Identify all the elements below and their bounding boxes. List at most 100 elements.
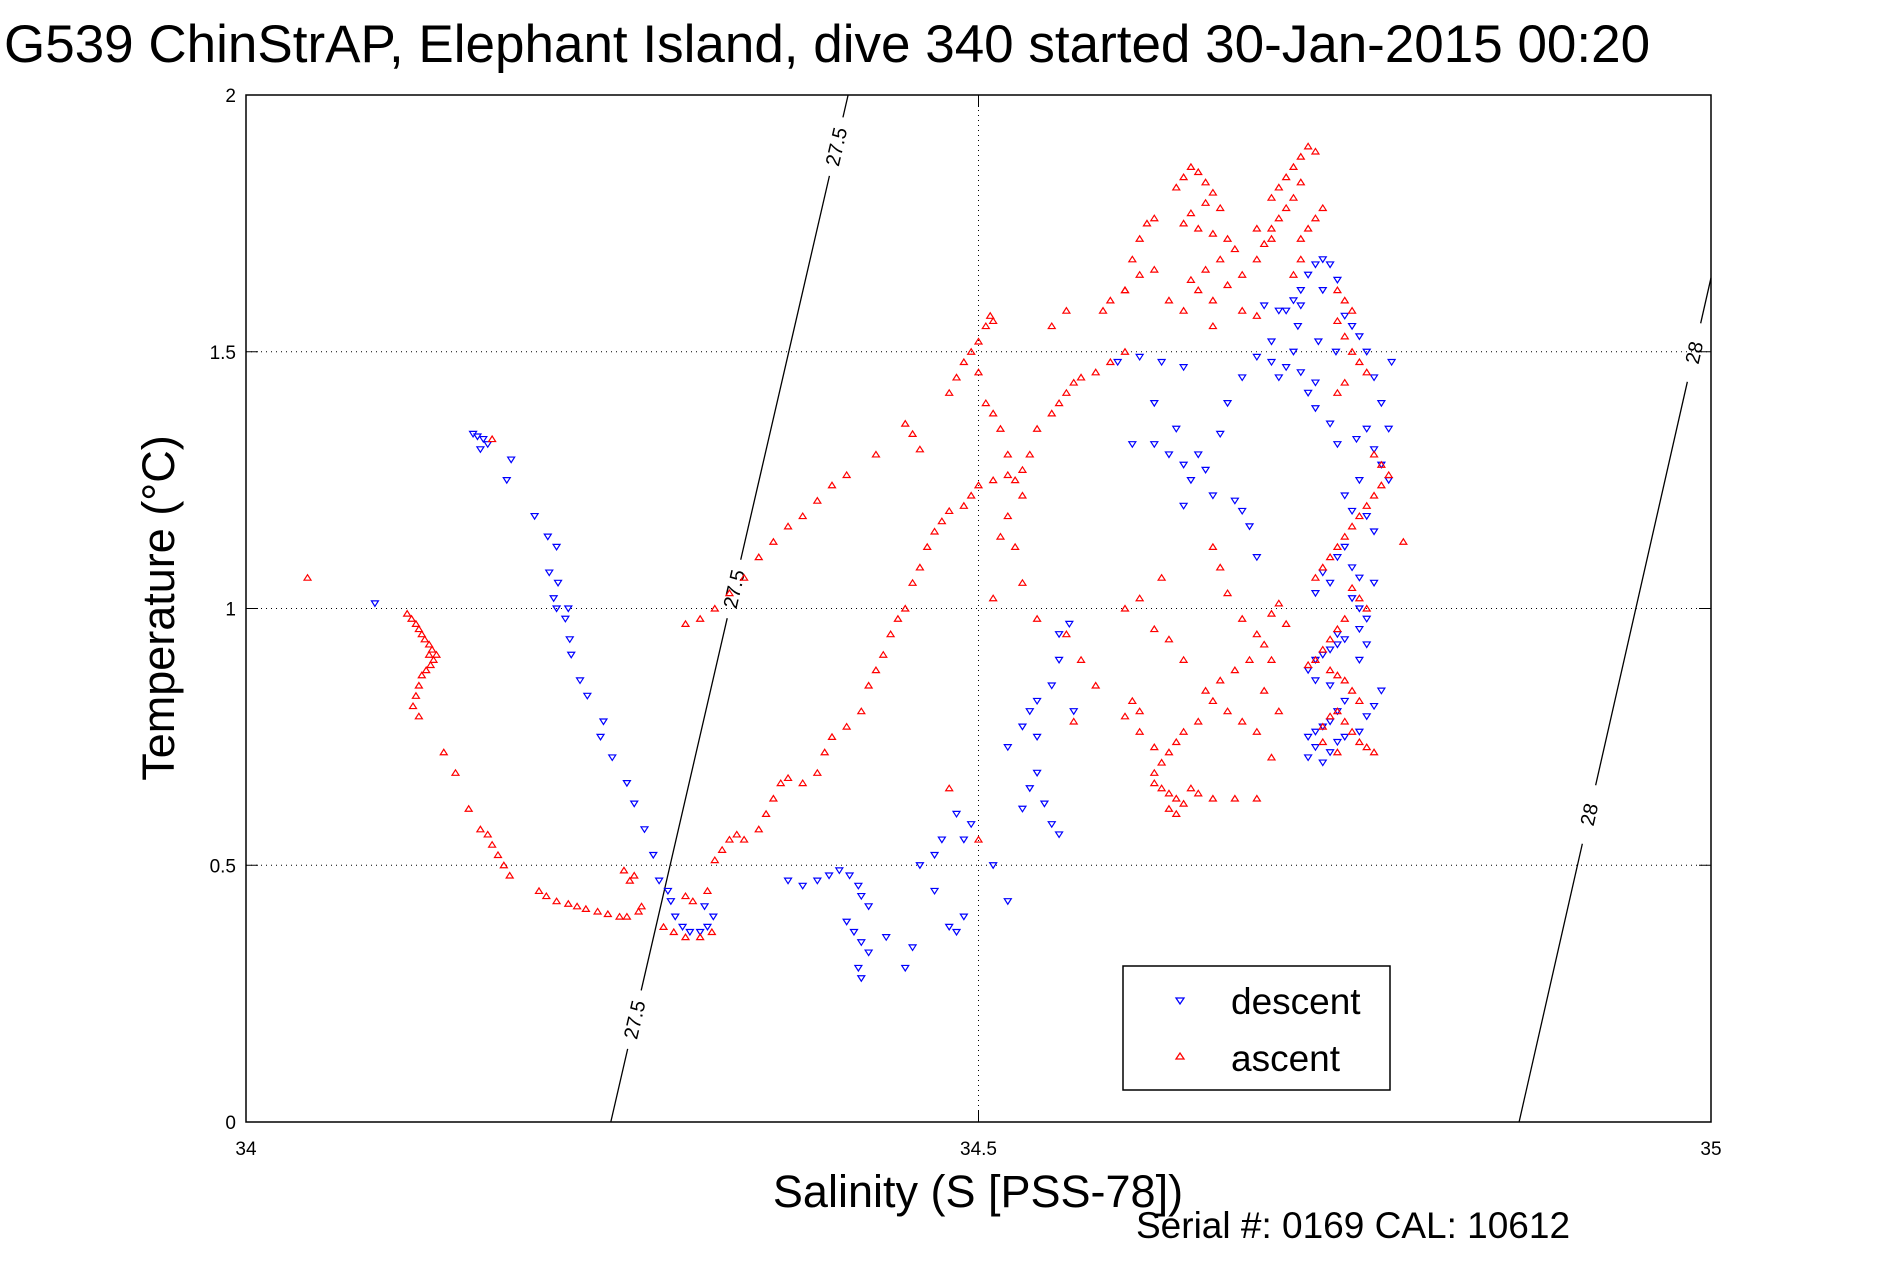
ascent-point (798, 511, 808, 520)
ascent-point (1362, 368, 1372, 376)
ascent-point (1105, 357, 1115, 366)
ascent-point (710, 604, 720, 612)
ascent-point (483, 830, 493, 838)
ascent-point (411, 691, 421, 699)
ascent-point (1171, 809, 1181, 817)
ascent-point (1076, 373, 1086, 381)
descent-point (622, 779, 632, 788)
ascent-point (475, 825, 485, 833)
descent-point (483, 441, 493, 449)
ascent-point (1274, 214, 1284, 222)
ascent-point (1061, 388, 1071, 396)
ascent-point (1017, 578, 1028, 586)
ascent-point (1193, 224, 1203, 232)
grid (246, 95, 1711, 1122)
ascent-point (1354, 357, 1364, 366)
ascent-point (1208, 794, 1218, 802)
descent-point (1332, 441, 1343, 449)
ascent-point (1032, 424, 1042, 432)
descent-point (530, 512, 540, 521)
ascent-point (414, 681, 424, 689)
descent-point (1384, 425, 1394, 433)
descent-point (1318, 569, 1328, 577)
ascent-point (1200, 265, 1211, 273)
ascent-point (1200, 178, 1211, 186)
descent-point (1259, 302, 1269, 310)
ascent-point (710, 855, 720, 864)
ascent-point (768, 537, 778, 545)
descent-point (1318, 651, 1328, 659)
ascent-point (761, 809, 771, 817)
ascent-point (1369, 491, 1379, 499)
descent-point (856, 892, 866, 901)
descent-point (478, 435, 488, 444)
ascent-point (1266, 753, 1277, 761)
descent-point (553, 579, 563, 587)
ascent-point (505, 871, 515, 879)
ascent-point (680, 933, 691, 941)
ascent-point (988, 316, 998, 325)
descent-point (1325, 579, 1335, 587)
ascent-point (414, 712, 424, 720)
ascent-point (572, 902, 582, 910)
ascent-point (695, 614, 705, 622)
ascent-point (1303, 224, 1313, 232)
isopycnal-line (610, 1048, 629, 1123)
descent-point (1252, 554, 1262, 562)
ascent-point (408, 701, 418, 710)
ascent-point (1193, 167, 1203, 176)
descent-point (1296, 302, 1306, 310)
ascent-point (1398, 537, 1408, 545)
descent-point (1340, 636, 1350, 644)
descent-point (1354, 333, 1364, 341)
descent-point (1340, 697, 1350, 706)
descent-point (677, 923, 688, 931)
ascent-point (1244, 655, 1255, 663)
descent-point (685, 928, 695, 937)
ascent-point (1252, 311, 1262, 319)
descent-point (663, 887, 673, 896)
ascent-point (425, 660, 436, 669)
ascent-point (402, 609, 412, 617)
descent-point (1149, 400, 1159, 408)
ascent-point (1047, 321, 1057, 330)
descent-point (1157, 358, 1167, 367)
ascent-point (427, 645, 437, 653)
descent-point (1325, 420, 1335, 428)
ascent-point (1157, 573, 1167, 581)
ascent-point (417, 671, 427, 679)
descent-point (1347, 564, 1357, 572)
descent-point (1369, 374, 1379, 382)
ascent-point (1332, 748, 1343, 756)
legend-ascent-label: ascent (1231, 1038, 1341, 1079)
ascent-point (732, 830, 742, 838)
ascent-point (1208, 542, 1218, 550)
ascent-point (1347, 727, 1357, 735)
descent-point (915, 862, 925, 870)
ascent-point (1296, 255, 1306, 263)
descent-point (1274, 374, 1284, 382)
ascent-point (1340, 676, 1350, 684)
descent-point (1362, 615, 1372, 623)
descent-point (595, 733, 606, 741)
ascent-point (724, 588, 735, 597)
descent-point (1340, 312, 1350, 320)
ascent-point (1186, 275, 1196, 283)
ascent-point (973, 481, 984, 489)
descent-point (1208, 492, 1218, 500)
descent-point (1032, 697, 1042, 706)
ascent-point (739, 835, 749, 843)
ascent-point (1252, 794, 1262, 802)
descent-point (1332, 738, 1343, 747)
ascent-point (754, 553, 764, 561)
ascent-point (1274, 707, 1284, 715)
ascent-point (1179, 306, 1189, 314)
descent-point (1354, 656, 1364, 664)
ascent-point (1318, 722, 1328, 730)
ascent-point (929, 527, 940, 535)
descent-point (1032, 733, 1042, 741)
isopycnal-line (740, 175, 831, 560)
ascent-point (1296, 178, 1306, 186)
ascent-point (1252, 224, 1262, 232)
